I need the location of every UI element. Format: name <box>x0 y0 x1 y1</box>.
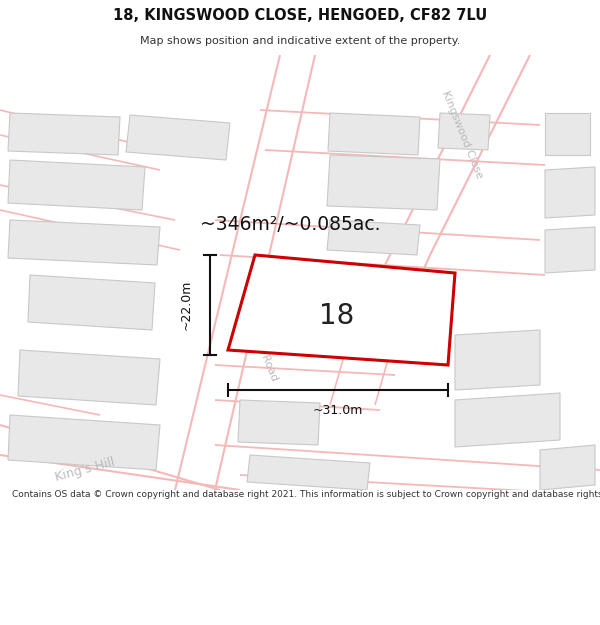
Text: 18, KINGSWOOD CLOSE, HENGOED, CF82 7LU: 18, KINGSWOOD CLOSE, HENGOED, CF82 7LU <box>113 8 487 23</box>
Text: 18: 18 <box>319 302 354 330</box>
Polygon shape <box>328 113 420 155</box>
Text: Kingswood Close: Kingswood Close <box>440 89 484 181</box>
Polygon shape <box>126 115 230 160</box>
Text: ~22.0m: ~22.0m <box>179 280 193 330</box>
Text: Alexandra Road: Alexandra Road <box>237 298 279 382</box>
Polygon shape <box>455 330 540 390</box>
Polygon shape <box>247 455 370 490</box>
Polygon shape <box>545 227 595 273</box>
Text: ~346m²/~0.085ac.: ~346m²/~0.085ac. <box>200 216 380 234</box>
Polygon shape <box>28 275 155 330</box>
Polygon shape <box>228 255 455 365</box>
Polygon shape <box>8 160 145 210</box>
Polygon shape <box>545 167 595 218</box>
Text: Map shows position and indicative extent of the property.: Map shows position and indicative extent… <box>140 36 460 46</box>
Text: Contains OS data © Crown copyright and database right 2021. This information is : Contains OS data © Crown copyright and d… <box>12 490 600 499</box>
Text: King's Hill: King's Hill <box>53 456 116 484</box>
Polygon shape <box>8 113 120 155</box>
Polygon shape <box>327 155 440 210</box>
Polygon shape <box>8 415 160 470</box>
Text: ~31.0m: ~31.0m <box>313 404 363 416</box>
Polygon shape <box>238 400 320 445</box>
Polygon shape <box>327 220 420 255</box>
Polygon shape <box>438 113 490 150</box>
Polygon shape <box>455 393 560 447</box>
Polygon shape <box>545 113 590 155</box>
Polygon shape <box>18 350 160 405</box>
Polygon shape <box>8 220 160 265</box>
Polygon shape <box>540 445 595 490</box>
